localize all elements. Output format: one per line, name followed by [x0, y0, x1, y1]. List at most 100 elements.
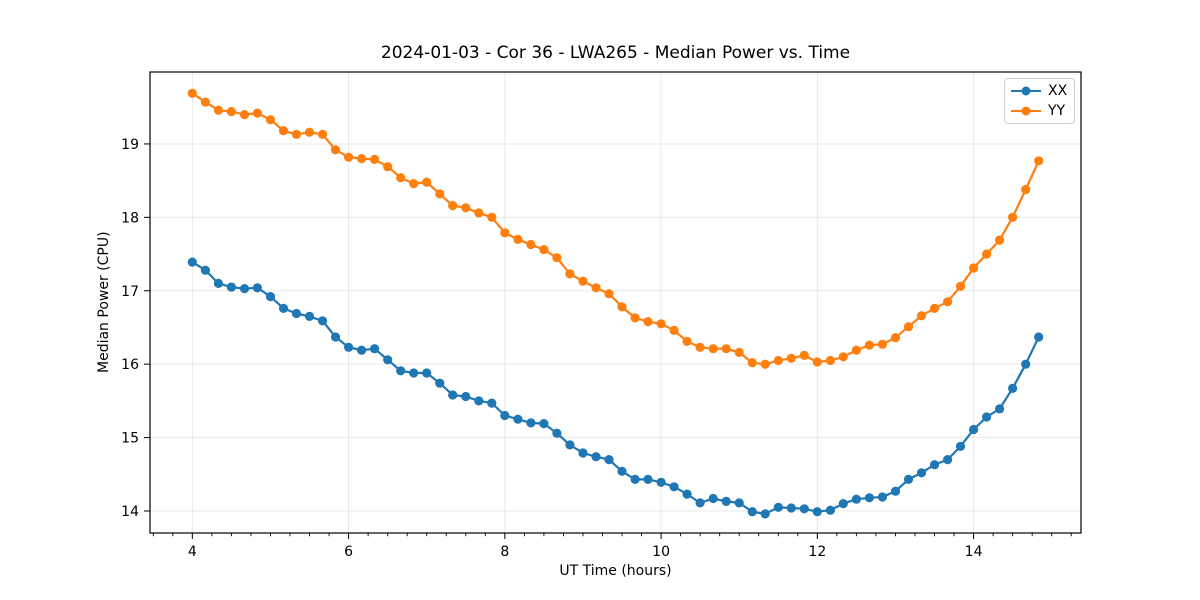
x-tick-label: 10	[652, 544, 670, 560]
data-point-YY	[669, 325, 679, 335]
data-point-YY	[357, 154, 367, 164]
data-point-YY	[265, 115, 276, 125]
x-tick-label: 8	[500, 544, 509, 560]
y-tick-label: 16	[121, 357, 139, 373]
data-point-XX	[252, 283, 262, 293]
data-point-XX	[799, 504, 809, 514]
x-axis-label: UT Time (hours)	[559, 563, 672, 579]
data-point-YY	[812, 357, 822, 367]
data-point-XX	[278, 303, 289, 313]
data-point-XX	[461, 391, 471, 402]
data-point-YY	[422, 177, 432, 187]
data-point-YY	[213, 105, 223, 115]
y-tick-label: 17	[121, 284, 139, 300]
data-point-YY	[304, 127, 315, 137]
data-point-XX	[982, 412, 992, 422]
series-XX-markers	[187, 257, 1044, 519]
data-point-XX	[330, 332, 341, 342]
data-point-YY	[656, 319, 666, 329]
data-point-XX	[864, 493, 875, 503]
data-point-XX	[200, 265, 210, 275]
data-point-XX	[760, 509, 770, 519]
data-point-YY	[903, 322, 914, 332]
data-point-XX	[565, 440, 575, 450]
data-point-XX	[773, 502, 783, 512]
data-point-XX	[955, 441, 966, 451]
data-point-XX	[1034, 332, 1044, 342]
data-point-YY	[682, 336, 692, 346]
data-point-XX	[304, 311, 315, 321]
data-point-XX	[409, 368, 419, 378]
data-point-XX	[1008, 383, 1018, 393]
data-point-YY	[409, 179, 419, 189]
data-point-XX	[643, 474, 653, 484]
data-point-YY	[226, 107, 236, 117]
data-point-XX	[747, 507, 757, 517]
data-point-YY	[760, 359, 770, 369]
data-point-XX	[448, 390, 458, 400]
data-point-YY	[617, 302, 627, 312]
data-point-YY	[383, 162, 393, 172]
data-point-YY	[864, 340, 875, 350]
data-point-YY	[291, 129, 302, 139]
data-point-YY	[1021, 184, 1031, 195]
data-point-XX	[422, 368, 432, 378]
data-point-XX	[239, 284, 250, 294]
series-YY-markers	[187, 88, 1044, 369]
data-point-XX	[213, 278, 223, 288]
data-point-YY	[877, 339, 888, 349]
data-point-XX	[435, 378, 445, 388]
data-point-XX	[682, 489, 692, 499]
data-point-YY	[526, 239, 536, 250]
data-point-YY	[955, 281, 966, 291]
data-point-XX	[591, 452, 601, 462]
data-point-XX	[617, 466, 627, 476]
data-point-YY	[344, 152, 354, 162]
data-point-YY	[487, 212, 497, 222]
data-point-YY	[396, 173, 406, 183]
x-tick-label: 12	[808, 544, 826, 560]
data-point-XX	[383, 355, 393, 365]
data-point-XX	[513, 414, 523, 424]
data-point-XX	[916, 468, 927, 478]
y-axis-label: Median Power (CPU)	[96, 231, 112, 374]
axes-spines	[149, 71, 1082, 534]
legend-entry-yy: YY	[1011, 104, 1066, 118]
data-point-XX	[291, 308, 302, 319]
data-point-YY	[786, 353, 796, 363]
data-point-YY	[695, 342, 705, 352]
data-point-XX	[721, 496, 731, 506]
data-point-YY	[318, 129, 328, 139]
data-point-YY	[982, 249, 992, 259]
x-tick-label: 4	[188, 544, 197, 560]
data-point-XX	[877, 492, 888, 502]
data-point-YY	[734, 347, 744, 357]
data-point-YY	[643, 317, 653, 327]
y-tick-label: 15	[121, 431, 139, 447]
data-point-XX	[1021, 359, 1031, 369]
data-point-XX	[630, 474, 640, 484]
data-point-YY	[578, 276, 588, 286]
legend-label-xx: XX	[1048, 83, 1068, 99]
data-point-YY	[969, 263, 979, 273]
data-point-XX	[838, 499, 848, 509]
data-point-XX	[578, 448, 588, 458]
data-point-YY	[187, 88, 197, 98]
data-point-YY	[773, 355, 783, 366]
data-point-XX	[370, 344, 380, 354]
data-point-YY	[330, 145, 341, 155]
data-point-YY	[239, 110, 250, 120]
data-point-YY	[943, 297, 953, 307]
data-point-XX	[187, 257, 197, 267]
data-point-YY	[799, 350, 809, 360]
data-point-YY	[838, 352, 848, 362]
data-point-YY	[1008, 212, 1018, 222]
data-point-XX	[903, 474, 914, 484]
data-point-YY	[1034, 156, 1044, 166]
data-point-XX	[995, 404, 1005, 414]
y-tick-label: 19	[121, 137, 139, 153]
data-point-YY	[825, 355, 836, 366]
data-point-YY	[890, 333, 901, 343]
